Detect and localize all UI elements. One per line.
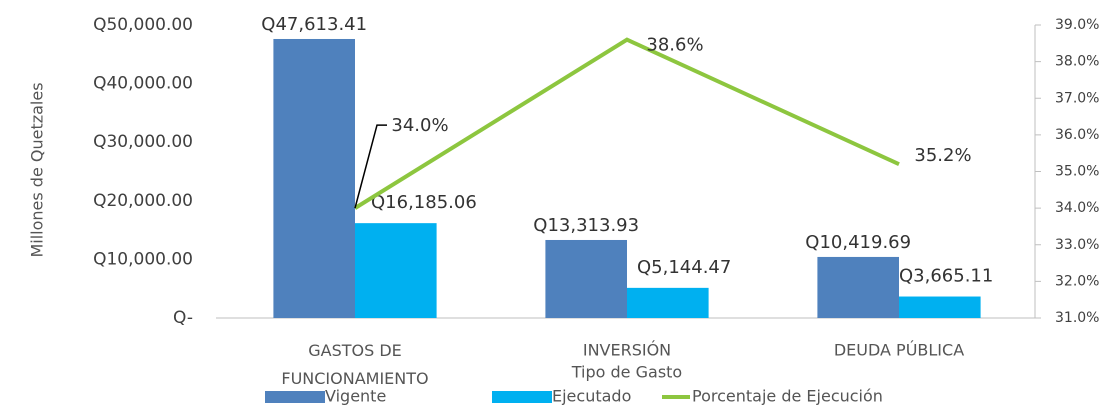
y2-tick-label: 35.0% (1055, 164, 1099, 180)
data-label: Q5,144.47 (637, 257, 731, 278)
y2-tick-label: 38.0% (1055, 54, 1099, 70)
y2-tick-label: 34.0% (1055, 200, 1099, 216)
y-tick-label: Q10,000.00 (93, 249, 193, 269)
data-label: 35.2% (914, 145, 971, 166)
x-tick-label: INVERSIÓN (583, 341, 671, 360)
data-label: Q47,613.41 (261, 14, 367, 35)
legend-swatch (265, 391, 325, 403)
x-tick-label: GASTOS DE FUNCIONAMIENTO (281, 341, 428, 388)
data-label: Q16,185.06 (371, 192, 477, 213)
line (353, 37, 900, 210)
x-tick-label: DEUDA PÚBLICA (834, 341, 964, 360)
y2-tick-label: 32.0% (1055, 273, 1099, 289)
data-label: Q10,419.69 (805, 232, 911, 253)
legend-label: Vigente (325, 387, 386, 406)
bar (273, 38, 355, 319)
bar (545, 239, 627, 318)
bar (627, 287, 709, 318)
leader-line (354, 124, 387, 209)
x-axis-label: Tipo de Gasto (571, 363, 682, 382)
y2-tick-label: 37.0% (1055, 90, 1099, 106)
data-label: 38.6% (646, 35, 703, 56)
y-tick-label: Q20,000.00 (93, 191, 193, 211)
bar (899, 296, 981, 318)
legend-label: Porcentaje de Ejecución (692, 387, 883, 406)
y-tick-label: Q- (173, 308, 193, 328)
y-tick-label: Q50,000.00 (93, 15, 193, 35)
data-label: Q3,665.11 (899, 266, 993, 287)
y2-tick-label: 36.0% (1055, 127, 1099, 143)
y-tick-label: Q40,000.00 (93, 74, 193, 94)
bar (355, 223, 437, 318)
y-tick-label: Q30,000.00 (93, 132, 193, 152)
legend-swatch (492, 391, 552, 403)
data-label: 34.0% (391, 115, 448, 136)
y2-tick-label: 39.0% (1055, 17, 1099, 33)
data-label: Q13,313.93 (533, 215, 639, 236)
y-axis-label: Millones de Quetzales (28, 82, 47, 257)
y2-tick-label: 31.0% (1055, 310, 1099, 326)
y2-tick-label: 33.0% (1055, 237, 1099, 253)
legend-label: Ejecutado (552, 387, 631, 406)
bar (817, 256, 899, 318)
